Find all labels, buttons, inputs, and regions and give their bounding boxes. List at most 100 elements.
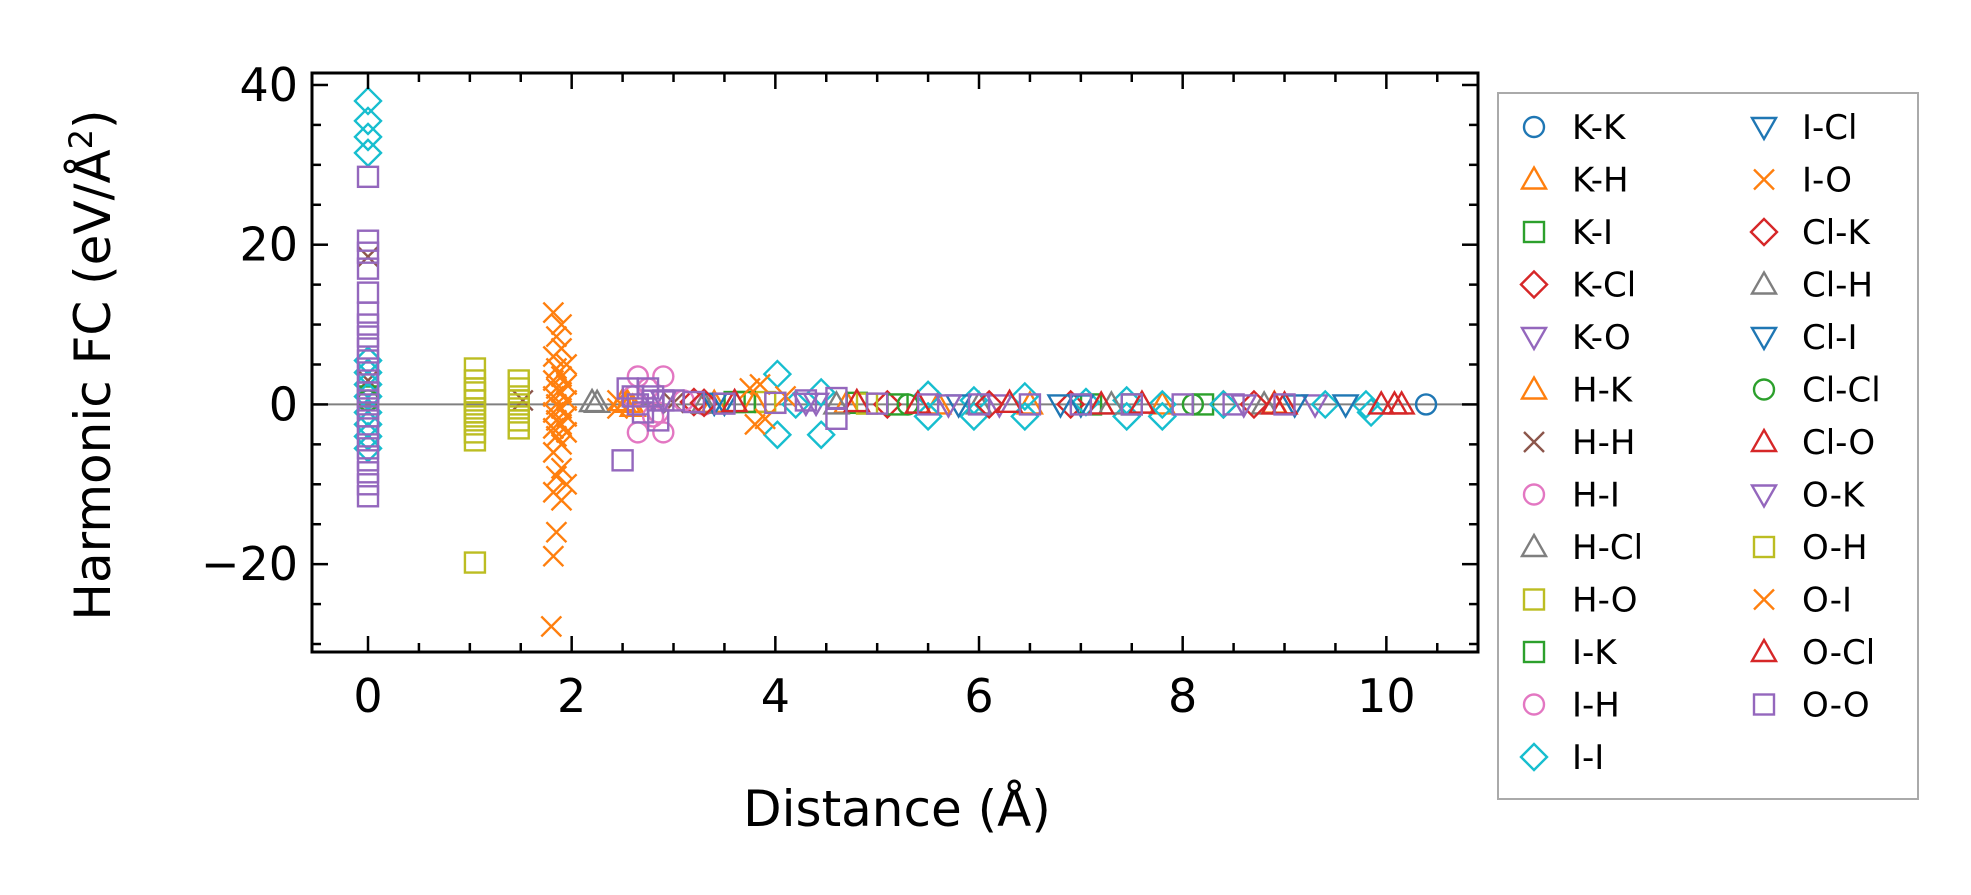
data-point [916,393,940,416]
data-point [934,394,963,419]
data-point [353,86,383,116]
data-point [583,388,612,414]
y-axis-label-close: ) [64,109,122,129]
legend-item-o-i: O-I [1753,581,1852,621]
data-point [353,357,383,388]
legend-label: Cl-H [1802,266,1873,306]
data-point [1239,389,1269,420]
data-point [1273,393,1296,416]
data-point [762,420,793,450]
data-point [356,313,380,336]
legend-item-cl-h: Cl-H [1749,266,1873,306]
legend-label: Cl-I [1802,318,1857,358]
data-point [974,389,1004,420]
data-point [356,229,380,252]
plot-area [312,86,1478,638]
data-point [764,391,787,415]
legend-label: H-H [1572,423,1635,463]
legend-marker [1752,693,1776,716]
legend-label: H-Cl [1572,528,1643,568]
y-tick-label: −20 [201,537,298,591]
legend-marker [1522,115,1546,139]
data-point [356,165,380,189]
legend-item-cl-k: Cl-K [1749,213,1871,253]
data-point [507,417,530,440]
data-point [542,417,565,440]
legend-label: Cl-Cl [1802,371,1881,411]
data-point [1147,389,1178,420]
series-o-h [463,377,787,424]
legend-item-i-h: I-H [1522,686,1620,726]
y-tick-label: 20 [239,218,298,272]
legend-marker [1749,116,1779,142]
data-point [353,138,383,168]
y-axis-label-main: Harmonic FC (eV/Å [64,149,122,620]
data-point [842,387,871,413]
data-point [356,241,380,264]
x-tick-label: 4 [761,669,790,723]
data-point [995,388,1024,414]
data-point [353,122,383,152]
series-i-o [739,373,797,436]
x-axis-label: Distance (Å) [743,780,1051,838]
data-point [542,401,565,424]
data-point [356,301,380,324]
legend-marker [1519,269,1549,300]
data-point [749,373,771,396]
data-point [606,397,629,420]
legend-marker [1519,742,1549,772]
legend-marker [1519,326,1549,352]
data-point [865,392,889,415]
data-point [679,387,709,417]
legend-item-cl-i: Cl-I [1749,318,1857,358]
data-point [822,390,851,415]
legend-item-o-cl: O-Cl [1749,633,1875,673]
legend-marker [1519,532,1549,558]
legend-label: I-H [1572,686,1620,726]
data-point [967,393,991,416]
data-point [550,313,573,336]
series-o-i [540,301,629,638]
legend-item-o-k: O-K [1749,476,1866,516]
data-point [806,420,836,450]
legend-label: H-O [1572,581,1638,621]
data-point [356,257,380,280]
data-point [356,425,380,448]
legend-item-k-o: K-O [1519,318,1631,358]
legend-label: K-Cl [1572,266,1636,306]
legend-marker [1519,165,1549,190]
data-point [1010,401,1040,432]
data-point [1148,390,1177,415]
data-point [542,301,565,324]
data-point [1120,393,1143,416]
data-point [463,357,487,380]
data-point [542,441,565,464]
legend-marker [1753,168,1775,191]
data-point [507,389,530,412]
legend-label: O-I [1802,581,1852,621]
legend-item-k-cl: K-Cl [1519,266,1636,306]
legend-marker [1522,588,1546,611]
data-point [1018,393,1042,416]
y-axis-label: Harmonic FC (eV/Å2) [62,109,122,620]
legend-marker [1522,483,1546,506]
legend-marker [1519,375,1549,400]
legend-label: O-O [1802,686,1870,726]
data-point [1171,393,1194,416]
data-point [356,449,380,472]
plot-frame [310,71,1480,654]
legend-marker [1749,427,1779,453]
data-point [985,394,1014,419]
legend-marker [1522,640,1546,664]
x-tick-label: 8 [1168,669,1197,723]
data-point [1387,390,1416,415]
legend-marker [1523,431,1545,453]
data-point [636,377,660,400]
data-point [825,386,848,410]
data-point [356,349,380,372]
data-point [356,437,380,460]
y-tick-label: 0 [269,377,298,431]
legend-label: I-I [1572,738,1604,778]
x-tick-label: 6 [964,669,993,723]
legend-label: O-Cl [1802,633,1875,673]
